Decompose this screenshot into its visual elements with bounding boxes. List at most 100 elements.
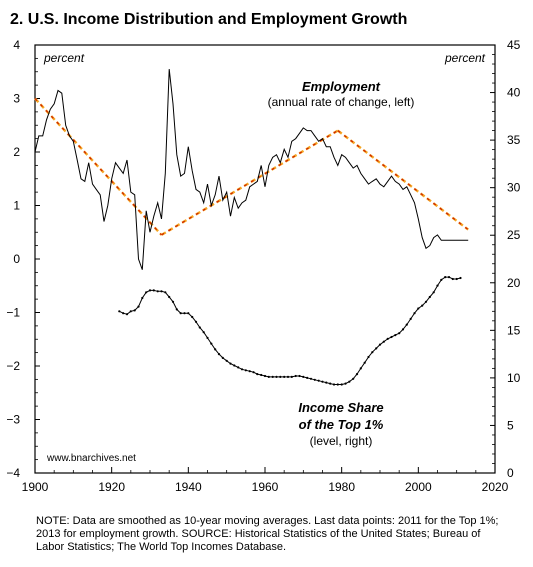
income-share-point [148, 289, 152, 292]
income-share-point [118, 310, 121, 313]
income-share-point [355, 373, 359, 376]
axes [34, 44, 496, 474]
income-share-point [191, 315, 194, 319]
right-tick-label: 25 [507, 228, 521, 242]
income-share-point [198, 326, 201, 329]
income-share-point [424, 300, 428, 303]
income-share-point [122, 312, 125, 315]
income-share-point [145, 291, 148, 294]
income-share-point [244, 369, 247, 372]
income-share-point [317, 379, 320, 382]
income-share-point [286, 375, 290, 378]
income-share-point [168, 295, 171, 299]
income-share-line [119, 276, 461, 385]
income-share-point [459, 276, 462, 280]
income-share-point [359, 367, 362, 370]
income-share-point [309, 377, 313, 380]
income-share-point [283, 375, 286, 378]
income-share-point [179, 312, 182, 315]
income-share-point [390, 335, 393, 339]
income-share-point [152, 289, 155, 292]
series-lines [34, 69, 469, 386]
income-share-point [141, 296, 144, 300]
income-share-point [294, 374, 297, 378]
left-tick-label: 3 [13, 92, 20, 106]
income-share-point [436, 284, 439, 287]
income-share-point [363, 361, 366, 364]
income-share-point [221, 356, 224, 359]
income-share-point [214, 348, 217, 351]
right-tick-label: 5 [507, 418, 514, 432]
left-tick-label: 0 [13, 252, 20, 266]
income-share-point [260, 373, 263, 377]
income-share-point [237, 366, 240, 369]
income-share-point [336, 383, 339, 386]
employment-trend-line-inner [161, 130, 339, 236]
right-tick-label: 20 [507, 276, 521, 290]
left-axis-unit: percent [43, 51, 85, 65]
right-tick-label: 35 [507, 133, 521, 147]
income-share-point [229, 362, 232, 365]
right-axis-unit: percent [444, 51, 486, 65]
income-share-point [440, 278, 443, 281]
right-tick-label: 15 [507, 323, 521, 337]
income-share-point [248, 370, 251, 373]
income-label-line1: Income Share [298, 400, 383, 415]
x-tick-label: 1940 [175, 480, 202, 494]
income-share-point [444, 276, 447, 279]
left-tick-label: −2 [6, 359, 20, 373]
income-share-point [156, 290, 159, 293]
right-tick-label: 40 [507, 86, 521, 100]
income-share-point [409, 317, 412, 320]
income-share-point [344, 382, 347, 385]
income-share-point [137, 305, 140, 308]
income-share-point [256, 373, 259, 376]
income-share-point [164, 291, 167, 294]
income-sublabel: (level, right) [310, 434, 373, 448]
income-share-point [298, 374, 301, 378]
income-share-point [401, 328, 405, 331]
income-share-point [275, 375, 278, 378]
income-share-point [267, 375, 270, 378]
income-share-point [217, 353, 221, 356]
income-share-point [329, 382, 332, 385]
x-tick-label: 1900 [22, 480, 49, 494]
income-share-point [233, 364, 236, 367]
income-share-point [386, 337, 389, 340]
x-tick-label: 1920 [98, 480, 125, 494]
income-share-point [321, 380, 324, 383]
left-tick-label: −4 [6, 466, 20, 480]
income-share-point [290, 375, 293, 378]
watermark: www.bnarchives.net [46, 453, 136, 464]
income-share-point [332, 383, 336, 386]
income-share-point [398, 332, 401, 335]
income-share-point [133, 309, 136, 312]
x-tick-label: 2000 [405, 480, 432, 494]
x-tick-label: 2020 [482, 480, 509, 494]
right-tick-label: 45 [507, 38, 521, 52]
chart-title: 2. U.S. Income Distribution and Employme… [10, 11, 407, 28]
left-tick-label: 1 [13, 199, 20, 213]
income-share-point [160, 290, 163, 293]
income-share-point [371, 351, 374, 354]
income-share-point [405, 323, 408, 326]
income-share-point [417, 307, 420, 310]
left-tick-label: 4 [13, 38, 20, 52]
left-tick-label: 2 [13, 145, 20, 159]
income-share-point [394, 334, 397, 337]
income-share-point [306, 376, 309, 379]
trend-lines [34, 97, 469, 236]
income-share-point [175, 308, 178, 311]
income-share-point [171, 300, 175, 303]
x-tick-label: 1960 [252, 480, 279, 494]
income-share-point [279, 375, 282, 378]
right-tick-label: 30 [507, 181, 521, 195]
income-share-point [202, 331, 205, 334]
income-share-point [210, 342, 213, 345]
income-share-point [183, 312, 186, 315]
left-tick-label: −1 [6, 306, 20, 320]
employment-line [34, 69, 469, 270]
income-share-point [302, 375, 305, 378]
employment-sublabel: (annual rate of change, left) [268, 95, 415, 109]
